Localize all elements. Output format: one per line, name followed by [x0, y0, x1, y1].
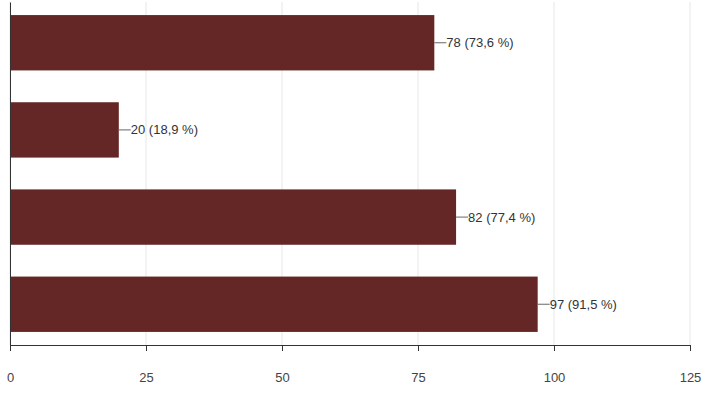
x-tick-label: 0	[7, 370, 14, 385]
x-tick-mark	[282, 345, 283, 351]
bar	[10, 277, 538, 332]
x-tick: 25	[139, 345, 153, 385]
label-leader	[456, 217, 468, 218]
x-tick-label: 75	[411, 370, 425, 385]
data-label: 78 (73,6 %)	[446, 35, 513, 50]
x-axis: 0 25 50 75 100 125	[7, 345, 701, 385]
x-tick-label: 125	[680, 370, 702, 385]
data-label: 97 (91,5 %)	[550, 297, 617, 312]
label-leader	[538, 304, 550, 305]
chart: 0 25 50 75 100 125 78 (73,6 %) 20 (18,9 %) 82 (7…	[0, 0, 708, 412]
grid	[10, 2, 690, 345]
grid-line	[10, 2, 11, 345]
data-label: 20 (18,9 %)	[131, 122, 198, 137]
x-tick-mark	[554, 345, 555, 351]
grid-line	[690, 2, 691, 345]
x-tick: 100	[544, 345, 566, 385]
x-tick-mark	[690, 345, 691, 351]
x-tick-mark	[10, 345, 11, 351]
x-tick: 0	[7, 345, 14, 385]
bar	[10, 189, 456, 244]
x-tick: 50	[275, 345, 289, 385]
x-tick-label: 100	[544, 370, 566, 385]
data-label: 82 (77,4 %)	[468, 210, 535, 225]
x-tick: 125	[680, 345, 702, 385]
x-tick-mark	[418, 345, 419, 351]
bar	[10, 102, 119, 157]
bars	[10, 15, 538, 332]
x-tick: 75	[411, 345, 425, 385]
x-tick-label: 50	[275, 370, 289, 385]
x-axis-line	[11, 346, 691, 352]
bar	[10, 15, 434, 70]
label-leader	[434, 42, 446, 43]
x-tick-mark	[146, 345, 147, 351]
label-leader	[119, 129, 131, 130]
y-axis	[10, 3, 12, 346]
grid-line	[554, 2, 555, 345]
data-labels: 78 (73,6 %) 20 (18,9 %) 82 (77,4 %) 97 (91,…	[119, 35, 617, 311]
y-axis-line	[10, 3, 11, 346]
x-tick-label: 25	[139, 370, 153, 385]
